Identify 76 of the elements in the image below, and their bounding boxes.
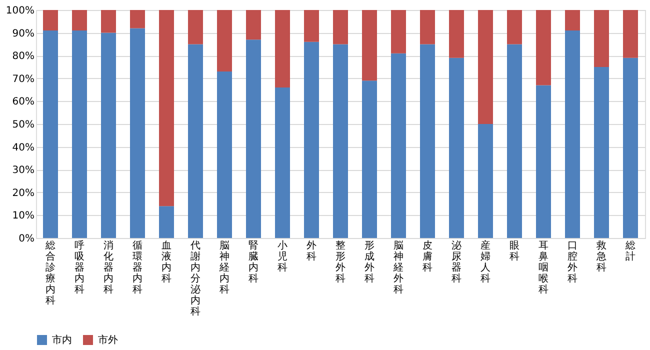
bar (159, 10, 174, 206)
bar (304, 42, 319, 238)
x-tick-label: 耳鼻咽喉科 (538, 240, 548, 296)
bar (72, 30, 87, 238)
bar (101, 32, 116, 238)
bar (246, 10, 261, 40)
x-tick-label: 総計 (624, 240, 636, 262)
x-tick-label: 血液内科 (162, 240, 172, 284)
bar (130, 28, 145, 238)
bar (188, 10, 203, 44)
x-tick-label: 眼科 (510, 240, 520, 262)
bar (449, 58, 464, 238)
y-tick-label: 10% (12, 210, 34, 222)
y-tick-label: 80% (12, 51, 34, 62)
bar (449, 10, 464, 58)
bar (565, 30, 580, 238)
bar (188, 44, 203, 238)
bar (43, 10, 58, 31)
bar (217, 72, 232, 238)
bar (130, 10, 145, 28)
bar (275, 88, 290, 238)
bar (507, 10, 522, 44)
bar (217, 10, 232, 72)
x-tick-label: 整形外科 (336, 240, 346, 284)
y-tick-label: 70% (12, 74, 34, 85)
x-tick-label: 腎臓内科 (248, 240, 258, 284)
bar (420, 44, 435, 238)
bar (43, 30, 58, 238)
bar (333, 44, 348, 238)
x-tick-label: 泌尿器科 (452, 240, 462, 284)
x-tick-label: 小児科 (278, 240, 288, 274)
y-tick-label: 0% (18, 234, 34, 244)
bar (536, 10, 551, 86)
bar (275, 10, 290, 88)
bar (565, 10, 580, 31)
legend-label: 市外 (98, 334, 118, 346)
bar (333, 10, 348, 44)
y-tick-label: 50% (12, 120, 34, 130)
bar (246, 40, 261, 238)
bar (594, 67, 609, 238)
bar (362, 80, 377, 238)
x-tick-label: 外科 (306, 240, 316, 262)
x-tick-label: 形成外科 (364, 240, 374, 284)
bar (623, 10, 638, 58)
bar (507, 44, 522, 238)
bar (420, 10, 435, 44)
x-tick-label: 脳神経外科 (392, 240, 404, 296)
bar (391, 53, 406, 238)
x-tick-label: 皮膚科 (422, 240, 432, 274)
y-tick-label: 100% (6, 6, 34, 16)
bar (594, 10, 609, 67)
y-tick-label: 90% (12, 28, 34, 40)
x-tick-label: 呼吸器内科 (74, 240, 84, 296)
bar (72, 10, 87, 31)
bar (623, 58, 638, 238)
x-tick-label: 代謝内分泌内科 (190, 240, 200, 318)
y-tick-label: 20% (12, 188, 34, 199)
legend-label: 市内 (52, 334, 72, 346)
y-tick-label: 30% (12, 165, 34, 176)
x-tick-label: 産婦人科 (480, 240, 490, 284)
bar (101, 10, 116, 33)
bar (304, 10, 319, 42)
y-tick-label: 40% (12, 142, 34, 154)
x-tick-label: 脳神経内科 (218, 240, 230, 296)
bar (478, 10, 493, 124)
x-tick-label: 消化器内科 (104, 240, 114, 296)
bar (478, 124, 493, 238)
bar (362, 10, 377, 81)
x-tick-label: 救急科 (596, 240, 606, 274)
y-tick-label: 60% (12, 96, 34, 108)
bar (159, 206, 174, 238)
x-tick-label: 循環器内科 (132, 240, 142, 296)
bar (536, 85, 551, 238)
x-tick-label: 総合診療内科 (44, 240, 56, 306)
x-tick-label: 口腔外科 (568, 240, 578, 284)
bar (391, 10, 406, 54)
